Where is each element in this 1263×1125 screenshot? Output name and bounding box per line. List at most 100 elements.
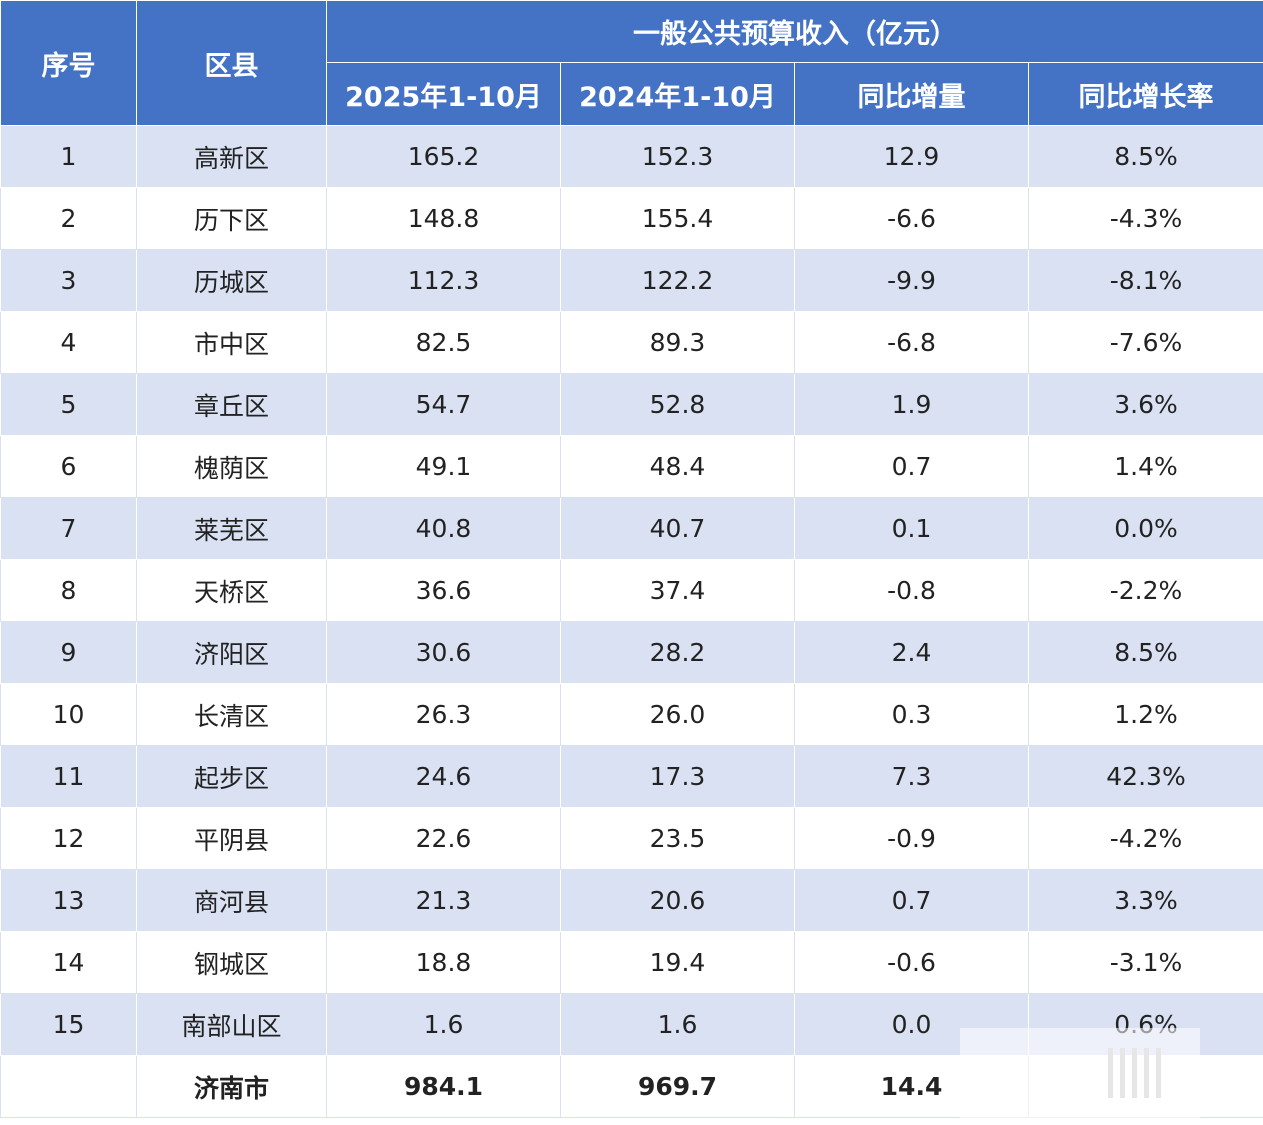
header-2025: 2025年1-10月 [326,62,561,126]
cell-diff: 1.9 [794,373,1029,436]
cell-district: 章丘区 [136,373,327,436]
cell-district: 平阴县 [136,807,327,870]
cell-2025: 30.6 [326,621,561,684]
cell-rate: 1.4% [1028,435,1263,498]
table-row: 9 济阳区 30.6 28.2 2.4 8.5% [0,621,1263,684]
table-row: 14 钢城区 18.8 19.4 -0.6 -3.1% [0,931,1263,994]
cell-rate: 1.2% [1028,683,1263,746]
cell-diff: -6.8 [794,311,1029,374]
table-row: 13 商河县 21.3 20.6 0.7 3.3% [0,869,1263,932]
header-index: 序号 [0,0,137,126]
cell-diff: 12.9 [794,125,1029,188]
cell-2024: 122.2 [560,249,795,312]
cell-2024: 155.4 [560,187,795,250]
cell-2025: 36.6 [326,559,561,622]
total-cell-rate [1028,1055,1263,1118]
table-row: 15 南部山区 1.6 1.6 0.0 0.6% [0,993,1263,1056]
cell-district: 商河县 [136,869,327,932]
cell-index: 1 [0,125,137,188]
cell-2025: 26.3 [326,683,561,746]
total-cell-diff: 14.4 [794,1055,1029,1118]
table-row: 2 历下区 148.8 155.4 -6.6 -4.3% [0,187,1263,250]
cell-2025: 1.6 [326,993,561,1056]
cell-index: 13 [0,869,137,932]
table-header: 序号 区县 一般公共预算收入（亿元） 2025年1-10月 2024年1-10月… [0,0,1263,126]
cell-2025: 49.1 [326,435,561,498]
table-row: 3 历城区 112.3 122.2 -9.9 -8.1% [0,249,1263,312]
cell-rate: 0.6% [1028,993,1263,1056]
cell-index: 6 [0,435,137,498]
cell-rate: -3.1% [1028,931,1263,994]
cell-diff: -0.8 [794,559,1029,622]
cell-diff: 0.0 [794,993,1029,1056]
cell-rate: 3.3% [1028,869,1263,932]
cell-2024: 152.3 [560,125,795,188]
cell-index: 2 [0,187,137,250]
cell-district: 槐荫区 [136,435,327,498]
cell-2024: 19.4 [560,931,795,994]
cell-index: 15 [0,993,137,1056]
cell-2025: 165.2 [326,125,561,188]
cell-diff: -0.6 [794,931,1029,994]
cell-district: 天桥区 [136,559,327,622]
cell-district: 起步区 [136,745,327,808]
cell-diff: 7.3 [794,745,1029,808]
cell-rate: 8.5% [1028,621,1263,684]
cell-2025: 24.6 [326,745,561,808]
cell-2024: 37.4 [560,559,795,622]
cell-district: 钢城区 [136,931,327,994]
cell-2024: 17.3 [560,745,795,808]
cell-diff: 0.3 [794,683,1029,746]
cell-2024: 26.0 [560,683,795,746]
cell-index: 4 [0,311,137,374]
cell-district: 历城区 [136,249,327,312]
cell-2025: 22.6 [326,807,561,870]
table-row: 1 高新区 165.2 152.3 12.9 8.5% [0,125,1263,188]
cell-2024: 89.3 [560,311,795,374]
cell-district: 高新区 [136,125,327,188]
cell-diff: -6.6 [794,187,1029,250]
cell-rate: 3.6% [1028,373,1263,436]
table-row: 10 长清区 26.3 26.0 0.3 1.2% [0,683,1263,746]
cell-diff: 0.1 [794,497,1029,560]
cell-index: 7 [0,497,137,560]
table-row: 4 市中区 82.5 89.3 -6.8 -7.6% [0,311,1263,374]
cell-rate: -2.2% [1028,559,1263,622]
cell-2025: 21.3 [326,869,561,932]
cell-district: 南部山区 [136,993,327,1056]
cell-2025: 112.3 [326,249,561,312]
cell-district: 莱芜区 [136,497,327,560]
cell-2024: 1.6 [560,993,795,1056]
cell-district: 长清区 [136,683,327,746]
cell-2024: 52.8 [560,373,795,436]
cell-rate: 42.3% [1028,745,1263,808]
cell-2025: 40.8 [326,497,561,560]
table-row: 6 槐荫区 49.1 48.4 0.7 1.4% [0,435,1263,498]
table-body: 1 高新区 165.2 152.3 12.9 8.5% 2 历下区 148.8 155.4 -6.6… [0,125,1263,1118]
total-cell-index [0,1055,137,1118]
header-diff: 同比增量 [794,62,1029,126]
cell-index: 11 [0,745,137,808]
cell-2025: 18.8 [326,931,561,994]
cell-rate: 8.5% [1028,125,1263,188]
cell-2024: 48.4 [560,435,795,498]
header-rate: 同比增长率 [1028,62,1263,126]
cell-district: 历下区 [136,187,327,250]
header-district: 区县 [136,0,327,126]
cell-index: 14 [0,931,137,994]
table-row: 5 章丘区 54.7 52.8 1.9 3.6% [0,373,1263,436]
cell-2024: 23.5 [560,807,795,870]
total-cell-2025: 984.1 [326,1055,561,1118]
cell-district: 市中区 [136,311,327,374]
cell-diff: 0.7 [794,869,1029,932]
cell-diff: -0.9 [794,807,1029,870]
cell-rate: 0.0% [1028,497,1263,560]
header-group: 一般公共预算收入（亿元） [326,0,1263,63]
cell-index: 12 [0,807,137,870]
cell-index: 5 [0,373,137,436]
cell-2024: 28.2 [560,621,795,684]
cell-rate: -4.3% [1028,187,1263,250]
cell-index: 9 [0,621,137,684]
table-row: 11 起步区 24.6 17.3 7.3 42.3% [0,745,1263,808]
cell-diff: 2.4 [794,621,1029,684]
